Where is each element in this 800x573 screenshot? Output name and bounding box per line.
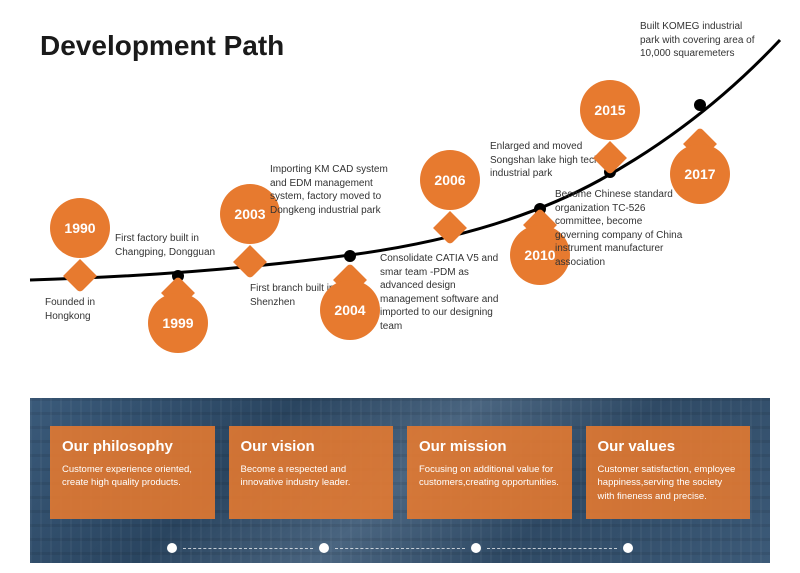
year-marker: 2017 bbox=[670, 144, 730, 222]
year-pin: 1990 bbox=[50, 198, 110, 258]
value-cards-row: Our philosophy Customer experience orient… bbox=[50, 426, 750, 519]
timeline-dot bbox=[694, 99, 706, 111]
bottom-banner: Our philosophy Customer experience orient… bbox=[30, 398, 770, 563]
year-pin: 2017 bbox=[670, 144, 730, 204]
carousel-dash bbox=[335, 548, 465, 549]
card-title: Our values bbox=[598, 438, 739, 455]
timeline-dot bbox=[344, 250, 356, 262]
card-title: Our mission bbox=[419, 438, 560, 455]
value-card: Our philosophy Customer experience orient… bbox=[50, 426, 215, 519]
year-pin: 2004 bbox=[320, 280, 380, 340]
value-card: Our mission Focusing on additional value … bbox=[407, 426, 572, 519]
carousel-dot[interactable] bbox=[471, 543, 481, 553]
timeline-area: 1990 Founded in Hongkong 1999 First factory… bbox=[0, 0, 800, 390]
card-body: Become a respected and innovative indust… bbox=[241, 463, 382, 490]
year-pin: 2006 bbox=[420, 150, 480, 210]
carousel-dot[interactable] bbox=[319, 543, 329, 553]
year-pin: 1999 bbox=[148, 293, 208, 353]
card-body: Customer satisfaction, employee happines… bbox=[598, 463, 739, 503]
value-card: Our values Customer satisfaction, employe… bbox=[586, 426, 751, 519]
timeline-description: Built KOMEG industrial park with coverin… bbox=[640, 20, 760, 61]
year-marker: 1999 bbox=[148, 293, 208, 371]
card-body: Customer experience oriented, create hig… bbox=[62, 463, 203, 490]
card-title: Our philosophy bbox=[62, 438, 203, 455]
carousel-dot[interactable] bbox=[623, 543, 633, 553]
carousel-dash bbox=[487, 548, 617, 549]
year-pin: 2015 bbox=[580, 80, 640, 140]
year-marker: 2004 bbox=[320, 280, 380, 358]
timeline-description: Become Chinese standard organization TC-… bbox=[555, 188, 685, 269]
carousel-dot[interactable] bbox=[167, 543, 177, 553]
timeline-description: Founded in Hongkong bbox=[45, 296, 135, 323]
timeline-description: Importing KM CAD system and EDM manageme… bbox=[270, 163, 406, 217]
year-marker: 1990 bbox=[50, 198, 110, 276]
value-card: Our vision Become a respected and innovat… bbox=[229, 426, 394, 519]
carousel-dash bbox=[183, 548, 313, 549]
carousel-dots bbox=[30, 543, 770, 553]
card-body: Focusing on additional value for custome… bbox=[419, 463, 560, 490]
year-marker: 2015 bbox=[580, 80, 640, 158]
timeline-description: Consolidate CATIA V5 and smar team -PDM … bbox=[380, 252, 506, 333]
timeline-description: First factory built in Changping, Donggu… bbox=[115, 232, 225, 259]
year-marker: 2006 bbox=[420, 150, 480, 228]
card-title: Our vision bbox=[241, 438, 382, 455]
